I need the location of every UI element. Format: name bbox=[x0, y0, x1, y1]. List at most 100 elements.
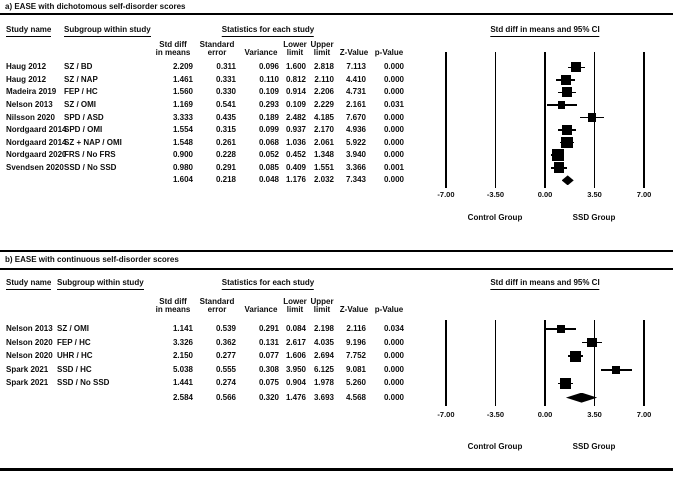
stat-value-cell: 0.409 bbox=[285, 162, 306, 172]
stat-value-cell: 5.922 bbox=[345, 137, 366, 147]
panel-a-ssd-group-label: SSD Group bbox=[572, 213, 616, 222]
summary-value-cell: 1.476 bbox=[285, 392, 306, 402]
axis-gridline bbox=[544, 52, 546, 188]
summary-value-cell: 2.032 bbox=[313, 175, 334, 185]
summary-value-cell: 0.048 bbox=[258, 175, 279, 185]
subgroup-cell: FEP / HC bbox=[64, 87, 98, 97]
panel-separator-rule bbox=[0, 249, 673, 252]
stat-value-cell: 2.161 bbox=[345, 99, 366, 109]
stat-column-header: Upper bbox=[310, 297, 334, 306]
study-name-cell: Nordgaard 2014 bbox=[6, 137, 67, 147]
stat-value-cell: 0.000 bbox=[383, 137, 404, 147]
figure-bottom-rule bbox=[0, 468, 673, 471]
stat-value-cell: 0.937 bbox=[285, 125, 306, 135]
stat-value-cell: 0.315 bbox=[215, 125, 236, 135]
study-name-cell: Haug 2012 bbox=[6, 74, 47, 84]
panel-a-header-statistics: Statistics for each study bbox=[221, 25, 315, 37]
axis-gridline bbox=[445, 52, 447, 188]
stat-value-cell: 0.034 bbox=[383, 324, 404, 333]
stat-column-header: limit bbox=[313, 47, 331, 57]
axis-tick-label: -7.00 bbox=[437, 409, 455, 419]
stat-value-cell: 3.326 bbox=[172, 337, 193, 347]
stat-value-cell: 0.555 bbox=[215, 364, 236, 374]
effect-square bbox=[587, 337, 597, 348]
summary-value-cell: 0.000 bbox=[383, 175, 404, 185]
subgroup-cell: SPD / ASD bbox=[64, 112, 104, 122]
stat-value-cell: 0.291 bbox=[258, 324, 279, 333]
summary-value-cell: 0.218 bbox=[215, 175, 236, 185]
axis-tick-label: -3.50 bbox=[486, 189, 505, 199]
subgroup-cell: UHR / HC bbox=[57, 351, 93, 361]
stat-value-cell: 0.362 bbox=[215, 337, 236, 347]
stat-value-cell: 0.077 bbox=[258, 351, 279, 361]
stat-value-cell: 0.331 bbox=[215, 74, 236, 84]
stat-value-cell: 1.554 bbox=[172, 125, 193, 135]
stat-column-header: Standard bbox=[199, 39, 235, 49]
stat-value-cell: 0.096 bbox=[258, 62, 279, 72]
stat-value-cell: 0.000 bbox=[383, 378, 404, 388]
stat-value-cell: 2.061 bbox=[313, 137, 334, 147]
study-name-cell: Nelson 2013 bbox=[6, 99, 53, 109]
panel-a-control-group-label: Control Group bbox=[467, 213, 523, 222]
stat-column-header: p-Value bbox=[374, 47, 404, 57]
effect-square bbox=[562, 87, 573, 98]
panel-b-control-group-label: Control Group bbox=[467, 442, 523, 451]
stat-value-cell: 0.000 bbox=[383, 337, 404, 347]
stat-value-cell: 3.333 bbox=[172, 112, 193, 122]
summary-value-cell: 3.693 bbox=[313, 392, 334, 402]
stat-value-cell: 0.084 bbox=[285, 324, 306, 333]
stat-value-cell: 2.209 bbox=[172, 62, 193, 72]
panel-a-header-subgroup: Subgroup within study bbox=[64, 25, 151, 37]
stat-value-cell: 7.113 bbox=[346, 62, 366, 72]
panel-a-title-rule bbox=[0, 12, 673, 15]
axis-tick-label: -3.50 bbox=[486, 409, 505, 419]
subgroup-cell: SZ / OMI bbox=[57, 324, 89, 333]
stat-value-cell: 4.936 bbox=[345, 125, 366, 135]
stat-value-cell: 0.189 bbox=[258, 112, 279, 122]
axis-tick-label: -7.00 bbox=[437, 189, 455, 199]
study-name-cell: Nelson 2020 bbox=[6, 337, 53, 347]
stat-value-cell: 0.000 bbox=[383, 87, 404, 97]
study-name-cell: Madeira 2019 bbox=[6, 87, 57, 97]
stat-column-header: limit bbox=[286, 47, 304, 57]
subgroup-cell: SZ / OMI bbox=[64, 99, 96, 109]
study-name-cell: Spark 2021 bbox=[6, 364, 49, 374]
stat-value-cell: 0.904 bbox=[285, 378, 306, 388]
stat-value-cell: 0.914 bbox=[285, 87, 306, 97]
stat-value-cell: 4.185 bbox=[313, 112, 334, 122]
stat-value-cell: 0.110 bbox=[259, 74, 279, 84]
study-name-cell: Nordgaard 2014 bbox=[6, 125, 67, 135]
stat-value-cell: 2.617 bbox=[285, 337, 306, 347]
stat-value-cell: 2.482 bbox=[285, 112, 306, 122]
stat-value-cell: 0.311 bbox=[216, 62, 236, 72]
axis-gridline bbox=[494, 52, 497, 188]
effect-square bbox=[551, 149, 564, 162]
stat-value-cell: 0.000 bbox=[383, 74, 404, 84]
effect-square bbox=[587, 113, 597, 122]
stat-value-cell: 3.366 bbox=[345, 162, 366, 172]
stat-value-cell: 0.068 bbox=[258, 137, 279, 147]
stat-value-cell: 1.348 bbox=[313, 150, 334, 160]
subgroup-cell: SZ + NAP / OMI bbox=[64, 137, 122, 147]
stat-value-cell: 0.980 bbox=[172, 162, 193, 172]
stat-value-cell: 9.196 bbox=[345, 337, 366, 347]
stat-value-cell: 0.539 bbox=[215, 324, 236, 333]
axis-gridline bbox=[593, 320, 596, 406]
stat-value-cell: 2.206 bbox=[313, 87, 334, 97]
axis-tick-label: 3.50 bbox=[587, 189, 602, 199]
stat-value-cell: 1.441 bbox=[172, 378, 193, 388]
stat-value-cell: 0.000 bbox=[383, 62, 404, 72]
stat-value-cell: 5.260 bbox=[345, 378, 366, 388]
stat-value-cell: 4.410 bbox=[345, 74, 366, 84]
stat-column-header: in means bbox=[155, 47, 191, 57]
stat-value-cell: 3.950 bbox=[285, 364, 306, 374]
stat-value-cell: 9.081 bbox=[345, 364, 366, 374]
panel-b-plot-header: Std diff in means and 95% CI bbox=[490, 278, 600, 290]
subgroup-cell: SZ / NAP bbox=[64, 74, 98, 84]
stat-column-header: Upper bbox=[310, 39, 334, 49]
stat-value-cell: 1.169 bbox=[172, 99, 193, 109]
stat-value-cell: 2.694 bbox=[313, 351, 334, 361]
summary-diamond bbox=[561, 175, 574, 186]
stat-value-cell: 0.000 bbox=[383, 112, 404, 122]
